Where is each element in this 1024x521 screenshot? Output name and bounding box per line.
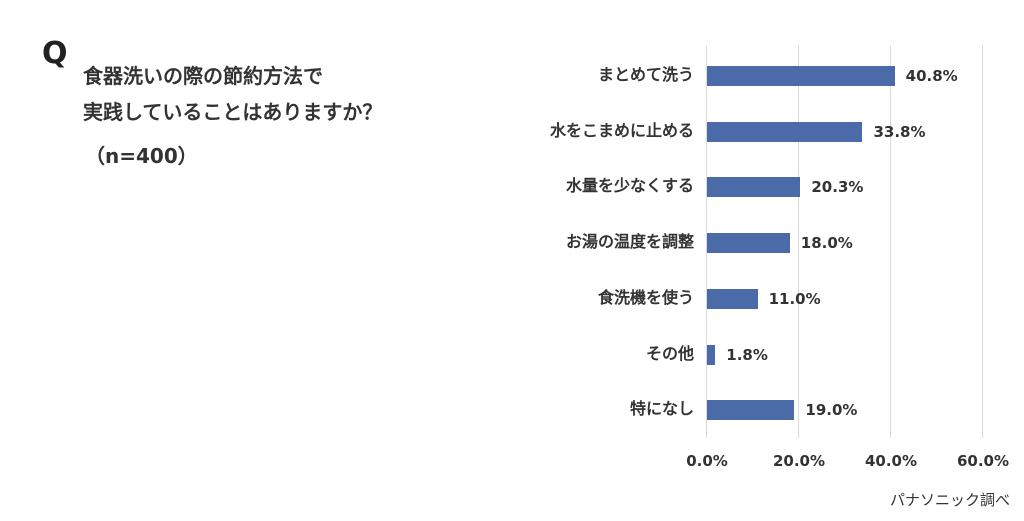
value-label: 40.8%	[905, 67, 958, 85]
bar	[707, 233, 790, 254]
gridline	[798, 46, 799, 438]
bar	[707, 66, 895, 86]
bar-row: 11.0%	[706, 288, 982, 309]
category-label: その他	[645, 343, 694, 363]
x-tick-label: 60.0%	[956, 452, 1010, 470]
value-label: 11.0%	[768, 289, 821, 308]
value-label: 18.0%	[800, 234, 853, 253]
bar-row: 33.8%	[706, 121, 982, 142]
category-label: 水量を少なくする	[565, 176, 694, 196]
question-line-2: 実践していることはありますか？	[83, 100, 383, 124]
bar-row: 40.8%	[706, 66, 982, 86]
value-label: 1.8%	[726, 345, 768, 364]
question-text: 食器洗いの際の節約方法で 実践していることはありますか？	[83, 58, 382, 130]
bar	[707, 288, 758, 309]
bar-row: 19.0%	[706, 400, 982, 421]
category-label: お湯の温度を調整	[565, 232, 694, 252]
x-tick-label: 0.0%	[686, 452, 728, 470]
bar	[707, 344, 716, 365]
category-label: まとめて洗う	[597, 65, 694, 84]
value-label: 20.3%	[811, 178, 864, 197]
source-note: パナソニック調べ	[889, 491, 1010, 509]
bar	[707, 121, 863, 142]
bar-row: 1.8%	[706, 344, 982, 365]
x-tick-label: 40.0%	[864, 452, 918, 470]
gridline	[706, 46, 707, 438]
category-label: 水をこまめに止める	[549, 120, 694, 140]
question-line-1: 食器洗いの際の節約方法で	[83, 64, 323, 88]
value-label: 33.8%	[873, 122, 926, 141]
bar-chart-plot-area: 40.8% 33.8% 20.3% 18.0% 11.0% 1.8% 19.0%	[706, 46, 983, 438]
bar	[707, 177, 801, 198]
value-label: 19.0%	[805, 401, 858, 420]
gridline	[890, 46, 891, 438]
question-mark: Q	[42, 36, 68, 71]
gridline	[982, 46, 983, 438]
x-tick-label: 20.0%	[772, 452, 826, 470]
bar-row: 20.3%	[706, 177, 982, 198]
bar-row: 18.0%	[706, 233, 982, 254]
sample-size: （n=400）	[85, 144, 198, 168]
bar	[707, 400, 795, 421]
category-label: 特になし	[629, 399, 694, 419]
category-label: 食洗機を使う	[597, 287, 694, 307]
